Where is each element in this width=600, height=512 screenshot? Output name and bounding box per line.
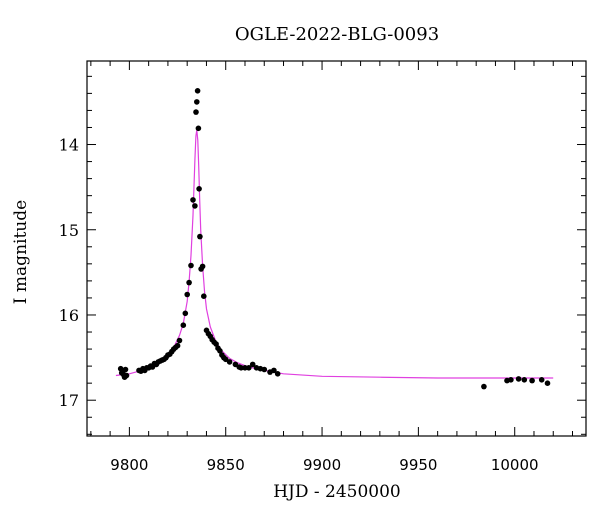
axis-tick-labels: 9800 9850 9900 9950 10000 14 15 16 17 bbox=[59, 136, 539, 474]
x-tick-label: 9950 bbox=[399, 456, 437, 474]
data-point bbox=[123, 372, 130, 379]
data-point bbox=[238, 365, 244, 371]
data-point bbox=[226, 359, 233, 365]
data-point bbox=[180, 322, 187, 329]
data-point bbox=[197, 233, 203, 240]
data-point bbox=[261, 366, 268, 373]
data-point bbox=[199, 263, 206, 270]
data-point bbox=[194, 88, 201, 94]
data-point bbox=[190, 197, 196, 203]
data-point bbox=[196, 186, 202, 192]
data-point bbox=[274, 371, 281, 377]
chart-title: OGLE-2022-BLG-0093 bbox=[235, 24, 439, 45]
x-tick-label: 10000 bbox=[491, 456, 539, 474]
y-tick-label: 14 bbox=[59, 136, 79, 155]
data-point bbox=[188, 262, 194, 269]
data-point bbox=[538, 377, 545, 383]
x-tick-label: 9800 bbox=[110, 456, 148, 474]
data-point bbox=[186, 279, 192, 286]
data-point bbox=[481, 383, 487, 390]
data-point bbox=[184, 291, 190, 298]
data-point bbox=[213, 341, 219, 347]
data-point bbox=[529, 377, 535, 384]
plot-marks bbox=[115, 88, 554, 390]
data-point bbox=[176, 337, 183, 344]
data-point bbox=[194, 99, 200, 105]
data-point bbox=[182, 310, 189, 317]
x-tick-label: 9900 bbox=[303, 456, 341, 474]
data-point bbox=[508, 377, 514, 383]
data-point bbox=[246, 365, 252, 371]
data-point bbox=[201, 293, 207, 300]
plot-frame bbox=[86, 60, 587, 437]
data-point bbox=[544, 380, 551, 387]
x-axis-label: HJD - 2450000 bbox=[273, 482, 401, 502]
y-axis-label: I magnitude bbox=[11, 200, 31, 304]
data-point bbox=[174, 342, 181, 349]
y-tick-label: 17 bbox=[59, 391, 79, 410]
data-point bbox=[195, 125, 202, 132]
data-point bbox=[217, 348, 223, 354]
data-point bbox=[122, 366, 129, 373]
data-point bbox=[271, 367, 277, 374]
data-point bbox=[521, 377, 528, 383]
y-tick-label: 15 bbox=[59, 221, 79, 240]
data-point bbox=[192, 203, 198, 209]
x-tick-label: 9850 bbox=[207, 456, 245, 474]
data-point bbox=[249, 361, 256, 368]
data-point bbox=[515, 376, 522, 382]
data-point bbox=[193, 109, 199, 115]
y-tick-label: 16 bbox=[59, 306, 79, 325]
axis-ticks bbox=[87, 61, 586, 436]
